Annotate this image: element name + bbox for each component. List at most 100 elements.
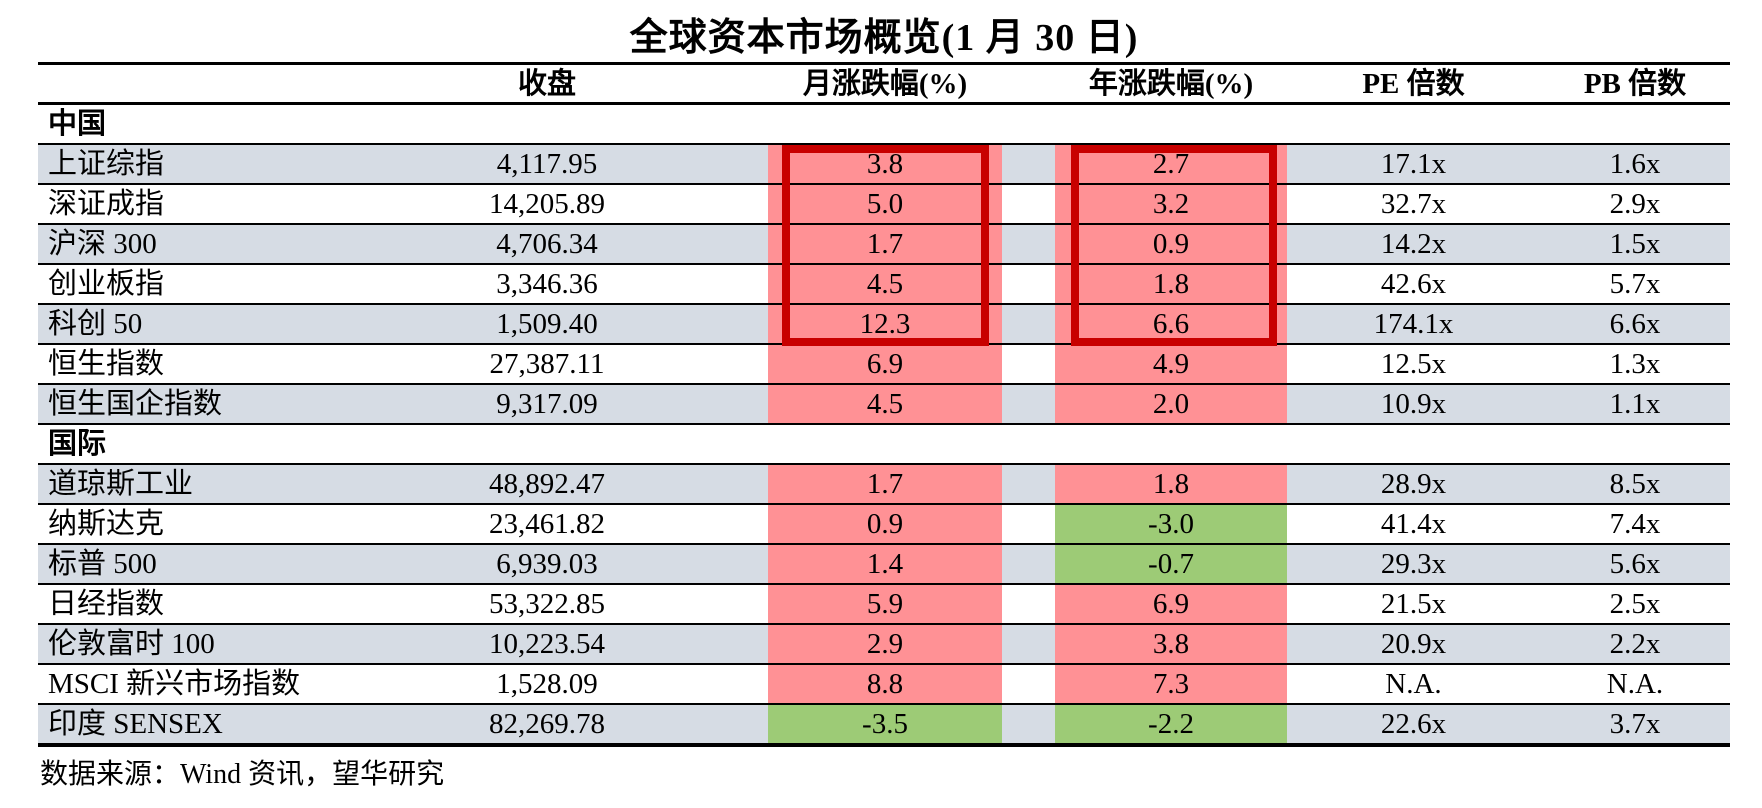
- close-value: 9,317.09: [496, 388, 598, 420]
- index-name: 标普 500: [48, 548, 157, 580]
- header-close: 收盘: [517, 67, 576, 100]
- pb-value: 8.5x: [1609, 468, 1661, 500]
- index-name: 恒生国企指数: [48, 388, 223, 420]
- pb-value: 5.6x: [1609, 548, 1661, 580]
- year-change-value: 1.8: [1055, 265, 1287, 303]
- index-name: 创业板指: [48, 268, 165, 300]
- month-change-value: 5.9: [768, 585, 1002, 623]
- year-change-value: 6.6: [1055, 305, 1287, 343]
- close-value: 48,892.47: [489, 468, 605, 500]
- close-value: 14,205.89: [489, 188, 605, 220]
- month-change-value: 4.5: [768, 385, 1002, 423]
- year-change-value: -0.7: [1055, 545, 1287, 583]
- pe-value: 14.2x: [1380, 228, 1447, 260]
- month-change-value: 5.0: [768, 185, 1002, 223]
- index-name: 沪深 300: [48, 228, 157, 260]
- table-row: 创业板指 3,346.36 4.5 1.8 42.6x 5.7x: [38, 265, 1730, 305]
- year-change-value: 0.9: [1055, 225, 1287, 263]
- pb-value: 1.5x: [1609, 228, 1661, 260]
- month-change-value: -3.5: [768, 705, 1002, 743]
- year-change-value: 3.8: [1055, 625, 1287, 663]
- year-change-value: 2.7: [1055, 145, 1287, 183]
- pe-value: 22.6x: [1380, 708, 1447, 740]
- pb-value: 2.5x: [1609, 588, 1661, 620]
- close-value: 4,706.34: [496, 228, 598, 260]
- table-row: 印度 SENSEX 82,269.78 -3.5 -2.2 22.6x 3.7x: [38, 705, 1730, 747]
- pb-value: N.A.: [1606, 668, 1664, 700]
- table-row: 恒生指数 27,387.11 6.9 4.9 12.5x 1.3x: [38, 345, 1730, 385]
- year-change-value: 1.8: [1055, 465, 1287, 503]
- header-month-change: 月涨跌幅(%): [802, 67, 968, 100]
- table-row: 纳斯达克 23,461.82 0.9 -3.0 41.4x 7.4x: [38, 505, 1730, 545]
- index-name: 印度 SENSEX: [48, 708, 223, 740]
- month-change-value: 3.8: [768, 145, 1002, 183]
- table-row: 上证综指 4,117.95 3.8 2.7 17.1x 1.6x: [38, 145, 1730, 185]
- data-source-note: 数据来源：Wind 资讯，望华研究: [40, 759, 445, 790]
- table-row: 恒生国企指数 9,317.09 4.5 2.0 10.9x 1.1x: [38, 385, 1730, 425]
- close-value: 27,387.11: [489, 348, 605, 380]
- pe-value: 32.7x: [1380, 188, 1447, 220]
- close-value: 53,322.85: [489, 588, 605, 620]
- pb-value: 1.3x: [1609, 348, 1661, 380]
- month-change-value: 6.9: [768, 345, 1002, 383]
- close-value: 23,461.82: [489, 508, 605, 540]
- month-change-value: 1.7: [768, 465, 1002, 503]
- table-row: 日经指数 53,322.85 5.9 6.9 21.5x 2.5x: [38, 585, 1730, 625]
- index-name: 日经指数: [48, 588, 165, 620]
- pb-value: 6.6x: [1609, 308, 1661, 340]
- market-overview-table: 收盘 月涨跌幅(%) 年涨跌幅(%) PE 倍数 PB 倍数 中国 上证综指 4…: [38, 62, 1730, 747]
- month-change-value: 2.9: [768, 625, 1002, 663]
- close-value: 1,528.09: [496, 668, 598, 700]
- year-change-value: 7.3: [1055, 665, 1287, 703]
- header-pb: PB 倍数: [1583, 67, 1687, 100]
- year-change-value: 6.9: [1055, 585, 1287, 623]
- table-row: 沪深 300 4,706.34 1.7 0.9 14.2x 1.5x: [38, 225, 1730, 265]
- close-value: 82,269.78: [489, 708, 605, 740]
- year-change-value: -3.0: [1055, 505, 1287, 543]
- pb-value: 2.2x: [1609, 628, 1661, 660]
- year-change-value: 2.0: [1055, 385, 1287, 423]
- header-pe: PE 倍数: [1362, 67, 1465, 100]
- year-change-value: 3.2: [1055, 185, 1287, 223]
- pe-value: 10.9x: [1380, 388, 1447, 420]
- index-name: 伦敦富时 100: [48, 628, 215, 660]
- pe-value: N.A.: [1385, 668, 1442, 700]
- pe-value: 174.1x: [1373, 308, 1454, 340]
- header-empty: [38, 65, 382, 102]
- index-name: 道琼斯工业: [48, 468, 194, 500]
- index-name: 纳斯达克: [48, 508, 165, 540]
- close-value: 6,939.03: [496, 548, 598, 580]
- month-change-value: 8.8: [768, 665, 1002, 703]
- header-year-change: 年涨跌幅(%): [1088, 67, 1254, 100]
- month-change-value: 0.9: [768, 505, 1002, 543]
- close-value: 3,346.36: [496, 268, 598, 300]
- header-spacer: [1002, 65, 1055, 102]
- index-name: MSCI 新兴市场指数: [48, 668, 301, 700]
- pe-value: 12.5x: [1380, 348, 1447, 380]
- close-value: 10,223.54: [489, 628, 605, 660]
- pe-value: 29.3x: [1380, 548, 1447, 580]
- month-change-value: 12.3: [768, 305, 1002, 343]
- index-name: 科创 50: [48, 308, 143, 340]
- section-row-china: 中国: [38, 105, 1730, 145]
- section-label: 中国: [48, 108, 107, 140]
- month-change-value: 1.4: [768, 545, 1002, 583]
- section-row-international: 国际: [38, 425, 1730, 465]
- pb-value: 2.9x: [1609, 188, 1661, 220]
- pb-value: 3.7x: [1609, 708, 1661, 740]
- table-row: 道琼斯工业 48,892.47 1.7 1.8 28.9x 8.5x: [38, 465, 1730, 505]
- close-value: 4,117.95: [496, 148, 598, 180]
- index-name: 恒生指数: [48, 348, 165, 380]
- pb-value: 7.4x: [1609, 508, 1661, 540]
- pe-value: 42.6x: [1380, 268, 1447, 300]
- month-change-value: 1.7: [768, 225, 1002, 263]
- pb-value: 1.6x: [1609, 148, 1661, 180]
- pe-value: 17.1x: [1380, 148, 1447, 180]
- section-label: 国际: [48, 428, 107, 460]
- table-row: 标普 500 6,939.03 1.4 -0.7 29.3x 5.6x: [38, 545, 1730, 585]
- table-row: MSCI 新兴市场指数 1,528.09 8.8 7.3 N.A. N.A.: [38, 665, 1730, 705]
- close-value: 1,509.40: [496, 308, 598, 340]
- year-change-value: -2.2: [1055, 705, 1287, 743]
- index-name: 深证成指: [48, 188, 165, 220]
- year-change-value: 4.9: [1055, 345, 1287, 383]
